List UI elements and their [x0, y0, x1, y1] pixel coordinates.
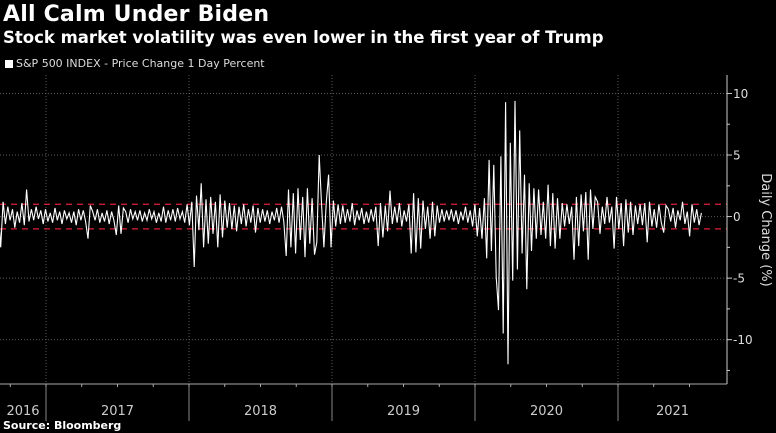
y-tick-label: 10 — [733, 87, 748, 101]
axes: 10 5 0 -5 -10 2016 2017 2018 2019 2020 2021 — [0, 75, 753, 421]
x-tick-label: 2017 — [101, 404, 134, 419]
x-tick-label: 2019 — [387, 404, 420, 419]
x-tick-label: 2020 — [530, 404, 563, 419]
series-line — [0, 100, 702, 365]
x-tick-label: 2016 — [6, 404, 39, 419]
y-axis-label: Daily Change (%) — [758, 173, 773, 286]
source-note: Source: Bloomberg — [3, 419, 122, 432]
chart-title: All Calm Under Biden — [3, 2, 270, 27]
x-tick-label: 2021 — [656, 404, 689, 419]
y-tick-label: 5 — [733, 149, 741, 163]
chart-subtitle: Stock market volatility was even lower i… — [3, 28, 604, 47]
y-tick-label: -5 — [733, 272, 745, 286]
y-tick-label: -10 — [733, 333, 753, 347]
legend-swatch — [5, 59, 13, 68]
gridlines — [0, 75, 727, 384]
y-tick-label: 0 — [733, 210, 741, 224]
x-tick-label: 2018 — [244, 404, 277, 419]
legend: S&P 500 INDEX - Price Change 1 Day Perce… — [5, 57, 265, 70]
legend-label: S&P 500 INDEX - Price Change 1 Day Perce… — [16, 57, 265, 70]
